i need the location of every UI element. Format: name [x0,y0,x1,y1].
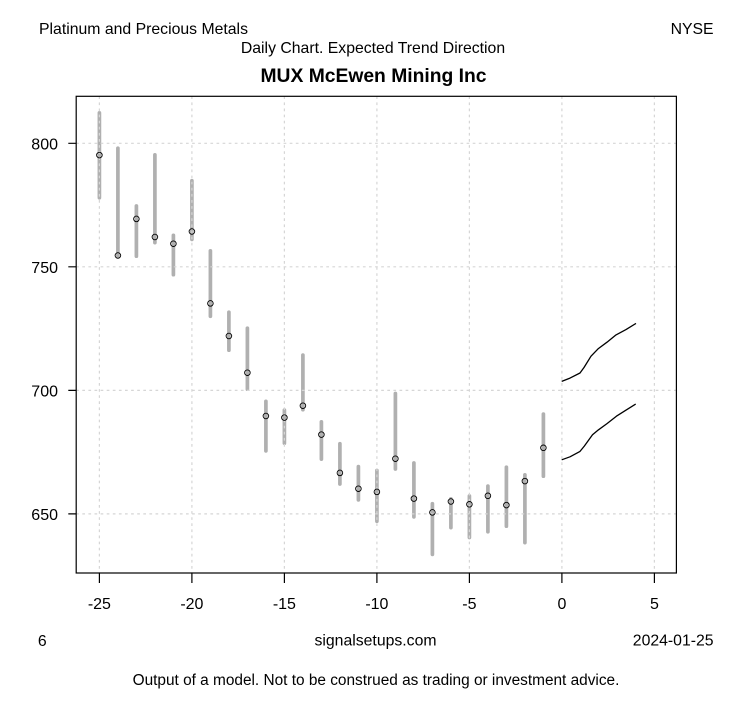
svg-text:0: 0 [557,596,566,613]
svg-text:700: 700 [31,383,58,400]
svg-text:2024-01-25: 2024-01-25 [633,633,714,650]
svg-text:-15: -15 [273,596,296,613]
svg-text:signalsetups.com: signalsetups.com [314,633,436,650]
svg-text:-20: -20 [180,596,203,613]
svg-text:800: 800 [31,136,58,153]
svg-text:Platinum and Precious Metals: Platinum and Precious Metals [39,21,248,38]
svg-text:-25: -25 [88,596,111,613]
svg-text:6: 6 [38,633,47,650]
svg-text:5: 5 [650,596,659,613]
svg-text:-5: -5 [462,596,476,613]
svg-text:NYSE: NYSE [671,21,714,38]
svg-text:MUX McEwen Mining Inc: MUX McEwen Mining Inc [260,66,486,87]
svg-text:650: 650 [31,507,58,524]
svg-text:Output of a model. Not to be c: Output of a model. Not to be construed a… [133,672,620,689]
svg-text:750: 750 [31,260,58,277]
svg-text:Daily Chart. Expected Trend Di: Daily Chart. Expected Trend Direction [241,40,505,57]
svg-text:-10: -10 [365,596,388,613]
